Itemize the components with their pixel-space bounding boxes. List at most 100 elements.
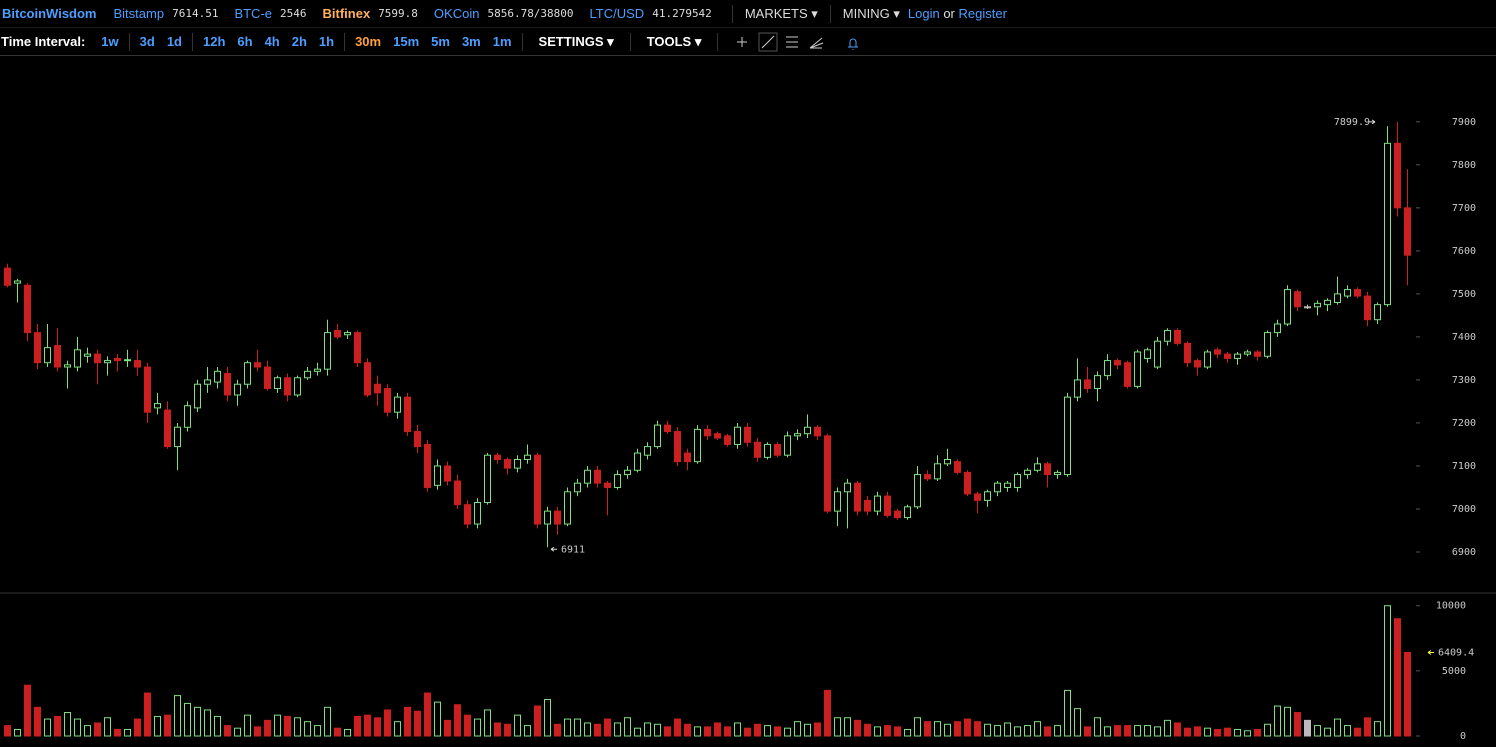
menu-label[interactable]: MINING — [842, 5, 890, 21]
candle-body — [1084, 379, 1091, 390]
candle-body — [1264, 332, 1271, 357]
candle-body — [724, 435, 731, 445]
volume-bar — [1134, 725, 1141, 737]
candle-body — [1364, 295, 1371, 321]
interval[interactable]: 6h — [237, 34, 253, 49]
volume-bar — [44, 718, 51, 737]
interval[interactable]: 1d — [166, 34, 182, 49]
brand[interactable]: BitcoinWisdom — [2, 6, 97, 21]
candle-body — [834, 491, 841, 512]
candle-body — [214, 370, 221, 383]
separator — [731, 4, 733, 23]
interval[interactable]: 1h — [318, 34, 335, 49]
volume-bar — [14, 728, 21, 737]
candle-body — [4, 267, 11, 286]
volume-bar — [4, 725, 11, 737]
y-tick-label: 7100 — [1452, 461, 1476, 472]
interval[interactable]: 3d — [139, 34, 155, 49]
interval[interactable]: 1w — [101, 34, 119, 49]
settings-menu[interactable]: SETTINGS ▾ — [538, 33, 614, 49]
volume-bar — [294, 717, 301, 737]
volume-bar — [844, 717, 851, 737]
volume-bar — [464, 714, 471, 737]
volume-bar — [604, 718, 611, 737]
candle-body — [304, 370, 311, 379]
candle-body — [1034, 463, 1041, 471]
register[interactable]: Register — [958, 6, 1007, 21]
high-label: 7899.9 — [1334, 117, 1370, 128]
candle-body — [354, 332, 361, 364]
volume-bar — [674, 718, 681, 737]
interval[interactable]: 5m — [431, 34, 450, 49]
menu-label[interactable]: TOOLS — [646, 33, 692, 49]
volume-bar — [1194, 726, 1201, 737]
volume-bar — [564, 718, 571, 737]
candle-body — [104, 360, 111, 364]
candle-body — [244, 362, 251, 385]
login[interactable]: Login — [907, 6, 940, 21]
volume-bar — [1044, 726, 1051, 737]
volume-bar — [404, 706, 411, 737]
candle-body — [24, 284, 31, 334]
market-name[interactable]: LTC/USD — [589, 6, 645, 21]
candle-body — [734, 426, 741, 445]
market-price: 2546 — [280, 7, 307, 20]
candle-body — [1124, 362, 1131, 387]
menu-label[interactable]: SETTINGS — [538, 33, 604, 49]
volume-bar — [454, 704, 461, 737]
interval[interactable]: 4h — [264, 34, 280, 49]
interval[interactable]: 3m — [461, 34, 481, 49]
menu[interactable]: MARKETS ▾ — [744, 5, 818, 21]
volume-bar — [234, 727, 241, 737]
candle-body — [204, 379, 211, 385]
line-tool[interactable] — [758, 32, 778, 51]
candle-body — [344, 332, 351, 336]
volume-bar — [284, 715, 291, 737]
candle-body — [1304, 306, 1311, 309]
interval[interactable]: 2h — [291, 34, 307, 49]
candle-body — [294, 377, 301, 396]
volume-bar — [1054, 725, 1061, 737]
menu[interactable]: MINING ▾ — [842, 5, 900, 21]
market-name[interactable]: OKCoin — [433, 6, 480, 21]
market-price: 7614.51 — [172, 7, 219, 20]
volume-tick-label: 5000 — [1442, 666, 1466, 677]
interval[interactable]: 1m — [492, 34, 512, 49]
alert-tool[interactable] — [848, 38, 859, 50]
menu-label[interactable]: MARKETS — [744, 5, 808, 21]
candle-body — [454, 480, 461, 506]
volume-bar — [224, 725, 231, 737]
volume-bar — [644, 722, 651, 737]
volume-bar — [704, 726, 711, 737]
candle-body — [144, 366, 151, 413]
candle-body — [1164, 329, 1171, 342]
candle-body — [924, 474, 931, 480]
candle-body — [64, 364, 71, 368]
separator — [829, 4, 831, 23]
candle-body — [1044, 463, 1051, 476]
cross-tool[interactable] — [737, 36, 748, 47]
candle-body — [1354, 289, 1361, 297]
volume-bar — [724, 726, 731, 737]
interval[interactable]: 15m — [393, 34, 420, 49]
candle-body — [1314, 302, 1321, 308]
fan-tool[interactable] — [810, 37, 824, 48]
volume-bar — [1164, 719, 1171, 737]
candle-body — [944, 459, 951, 465]
interval[interactable]: 12h — [202, 34, 226, 49]
y-tick-label: 7600 — [1452, 246, 1476, 257]
candle-body — [1394, 142, 1401, 209]
candle-body — [114, 357, 121, 362]
market-name[interactable]: BTC-e — [234, 6, 272, 21]
market-name[interactable]: Bitfinex — [322, 6, 371, 21]
candle-body — [894, 510, 901, 519]
candle-body — [284, 377, 291, 396]
tools-menu[interactable]: TOOLS ▾ — [646, 33, 702, 49]
candle-body — [14, 280, 21, 284]
hline-tool[interactable] — [786, 36, 799, 47]
volume-bar — [784, 727, 791, 737]
market-name[interactable]: Bitstamp — [113, 6, 165, 21]
interval[interactable]: 30m — [355, 34, 382, 49]
volume-bar — [324, 706, 331, 737]
volume-bar — [1294, 712, 1301, 737]
